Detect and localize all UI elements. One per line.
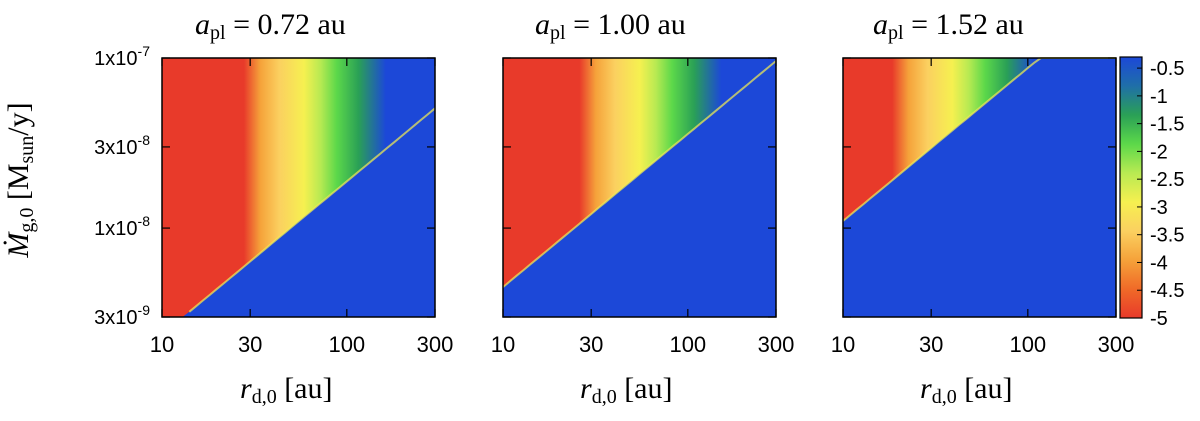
panel-frame xyxy=(161,57,436,318)
x-tick-label: 10 xyxy=(491,332,515,357)
x-tick-label: 10 xyxy=(150,332,174,357)
x-tick-label: 30 xyxy=(919,332,943,357)
boundary-ridge xyxy=(188,107,436,313)
low-efficiency-region xyxy=(843,58,1116,317)
y-tick-label: 1x10-8 xyxy=(94,213,150,240)
colorbar-tick-label: -5 xyxy=(1150,308,1168,330)
colorbar: -0.5 -1 -1.5 -2 -2.5 -3 -3.5 -4 -4.5 -5 xyxy=(1119,56,1184,330)
heatmap-panel-3: 10 30 100 300 xyxy=(831,57,1135,357)
x-axis-label-1: rd,0 [au] xyxy=(240,372,333,408)
y-tick-label: 3x10-8 xyxy=(94,132,150,159)
low-efficiency-region xyxy=(162,108,435,317)
x-tick-label: 10 xyxy=(831,332,855,357)
y-tick-label: 1x10-7 xyxy=(94,43,150,70)
colorbar-tick-label: -1.5 xyxy=(1150,114,1184,136)
heatmap-panel-2: 10 30 100 300 xyxy=(491,57,795,357)
x-tick-label: 30 xyxy=(238,332,262,357)
colorbar-tick-label: -0.5 xyxy=(1150,58,1184,80)
x-tick-label: 100 xyxy=(1009,332,1046,357)
colorbar-tick-label: -2 xyxy=(1150,141,1168,163)
x-tick-label: 300 xyxy=(758,332,795,357)
colorbar-tick-label: -4 xyxy=(1150,252,1168,274)
x-axis-label-3: rd,0 [au] xyxy=(920,372,1013,408)
panel-title-1: apl = 0.72 au xyxy=(195,8,346,44)
colorbar-tick-label: -1 xyxy=(1150,86,1168,108)
panel-title-2: apl = 1.00 au xyxy=(535,8,686,44)
x-tick-label: 100 xyxy=(669,332,706,357)
x-axis-label-2: rd,0 [au] xyxy=(580,372,673,408)
heatmap-panel-1: 10 30 100 300 3x10-9 1x10-8 3x10-8 1x10-7 xyxy=(94,43,453,357)
panel-title-3: apl = 1.52 au xyxy=(873,8,1024,44)
panel-frame xyxy=(842,57,1117,318)
x-tick-label: 300 xyxy=(417,332,454,357)
low-efficiency-region xyxy=(503,61,776,317)
y-tick-label: 3x10-9 xyxy=(94,302,150,329)
colorbar-tick-label: -2.5 xyxy=(1150,169,1184,191)
x-tick-label: 300 xyxy=(1098,332,1135,357)
colorbar-tick-label: -3 xyxy=(1150,197,1168,219)
boundary-ridge xyxy=(502,60,777,288)
x-tick-label: 30 xyxy=(579,332,603,357)
colorbar-tick-label: -3.5 xyxy=(1150,225,1184,247)
colorbar-tick-label: -4.5 xyxy=(1150,280,1184,302)
x-tick-label: 100 xyxy=(328,332,365,357)
colorbar-bar xyxy=(1119,56,1143,319)
panel-frame xyxy=(502,57,777,318)
